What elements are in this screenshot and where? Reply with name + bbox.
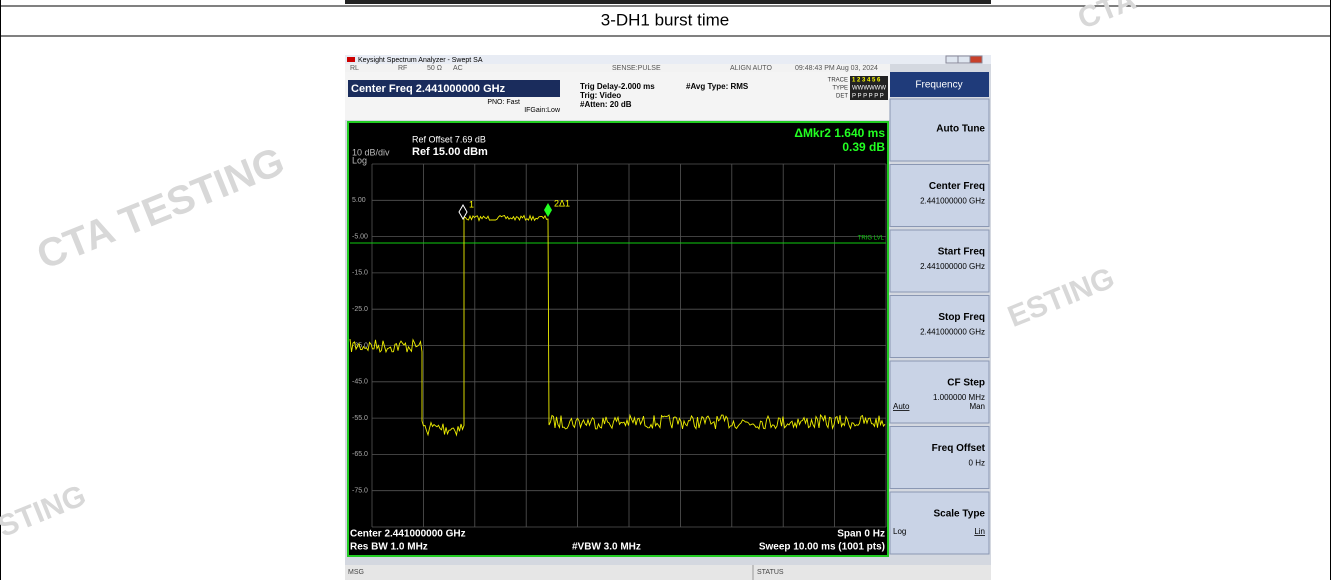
trig-delay: Trig Delay-2.000 ms	[580, 82, 655, 91]
scale: 10 dB/div	[352, 147, 390, 157]
status-text: 50 Ω	[427, 65, 442, 72]
softkey-option: Man	[969, 402, 985, 411]
softkey-label: Start Freq	[938, 247, 985, 258]
trace-det: P P P P P P	[852, 94, 884, 100]
softkey[interactable]	[889, 229, 990, 293]
ifgain: IFGain:Low	[524, 107, 561, 114]
status-bar	[345, 565, 991, 580]
status-text: SENSE:PULSE	[612, 65, 661, 72]
trace-label: DET	[836, 94, 848, 100]
marker-1	[458, 203, 468, 221]
softkey-value: 2.441000000 GHz	[920, 262, 985, 271]
trace-label: TYPE	[832, 86, 848, 92]
window-button	[945, 55, 959, 64]
watermark: CTA	[1073, 0, 1140, 36]
menu-header	[890, 72, 989, 97]
status-text: RL	[350, 65, 359, 72]
marker-2	[544, 203, 552, 217]
softkey-label: Scale Type	[933, 509, 985, 520]
softkey-option: Log	[893, 527, 906, 536]
watermark: ESTING	[1003, 261, 1119, 333]
menu-title: Frequency	[915, 80, 962, 91]
footer-center: Center 2.441000000 GHz	[350, 529, 466, 540]
footer-sweep: Sweep 10.00 ms (1001 pts)	[759, 542, 885, 553]
status-row	[345, 64, 890, 72]
status-text: AC	[453, 65, 463, 72]
trace-types: WWWWWW	[852, 86, 886, 92]
softkey-label: Auto Tune	[936, 124, 985, 135]
softkey[interactable]	[889, 164, 990, 227]
pno: PNO: Fast	[487, 99, 520, 106]
status-text: ALIGN AUTO	[730, 65, 772, 72]
y-label: -25.0	[352, 306, 368, 313]
atten: #Atten: 20 dB	[580, 100, 632, 109]
softkey-value: 2.441000000 GHz	[920, 197, 985, 206]
trace-box	[850, 76, 888, 100]
window-button	[969, 55, 983, 64]
status-text: 09:48:43 PM Aug 03, 2024	[795, 65, 878, 72]
scale-type: Log	[352, 155, 367, 165]
prev-screenshot-edge	[345, 0, 991, 4]
status-text: RF	[398, 65, 407, 72]
softkey-label: Freq Offset	[932, 443, 986, 454]
softkey-option: Lin	[974, 527, 985, 536]
delta-marker-value: 0.39 dB	[842, 140, 885, 154]
y-label: 5.00	[352, 197, 366, 204]
softkey[interactable]	[889, 360, 990, 424]
window-button	[957, 55, 971, 64]
footer-vbw: #VBW 3.0 MHz	[572, 542, 641, 553]
y-label: -55.0	[352, 415, 368, 422]
footer-rbw: Res BW 1.0 MHz	[350, 542, 428, 553]
softkey-value: 2.441000000 GHz	[920, 328, 985, 337]
softkey-label: Center Freq	[929, 181, 985, 192]
title-bar	[345, 55, 991, 64]
y-label: -45.0	[352, 379, 368, 386]
ref-level: Ref 15.00 dBm	[412, 146, 488, 158]
trace-numbers: 1 2 3 4 5 6	[852, 78, 881, 84]
softkey[interactable]	[889, 98, 990, 162]
trig: Trig: Video	[580, 91, 621, 100]
softkey-value: 1.000000 MHz	[933, 393, 985, 402]
msg: MSG	[348, 569, 364, 576]
softkey-value: 0 Hz	[969, 459, 985, 468]
y-label: -15.0	[352, 270, 368, 277]
softkey[interactable]	[889, 426, 990, 489]
status: STATUS	[757, 569, 784, 576]
y-label: -5.00	[352, 233, 368, 240]
center-freq-box	[348, 80, 560, 97]
delta-marker: ΔMkr2 1.640 ms	[794, 126, 885, 140]
app-icon	[347, 57, 355, 62]
trace-label: TRACE	[828, 78, 848, 84]
marker-label: 2Δ1	[554, 198, 570, 208]
softkey[interactable]	[889, 295, 990, 358]
center-freq: Center Freq 2.441000000 GHz	[351, 83, 506, 95]
softkey-label: Stop Freq	[938, 312, 985, 323]
ref-offset: Ref Offset 7.69 dB	[412, 134, 486, 144]
watermark: STING	[0, 479, 91, 544]
caption: 3-DH1 burst time	[601, 10, 729, 29]
trace	[349, 214, 886, 437]
window-title: Keysight Spectrum Analyzer - Swept SA	[358, 57, 483, 64]
softkey-label: CF Step	[947, 378, 985, 389]
footer-span: Span 0 Hz	[837, 529, 885, 540]
avg-type: #Avg Type: RMS	[686, 82, 749, 91]
marker-label: 1	[469, 199, 474, 209]
watermark: CTA TESTING	[31, 139, 291, 278]
softkey[interactable]	[889, 491, 990, 555]
y-label: -65.0	[352, 451, 368, 458]
softkey-option: Auto	[893, 402, 910, 411]
graph-area	[347, 121, 889, 557]
trig-level-label: TRIG LVL	[858, 236, 885, 242]
y-label: -75.0	[352, 488, 368, 495]
